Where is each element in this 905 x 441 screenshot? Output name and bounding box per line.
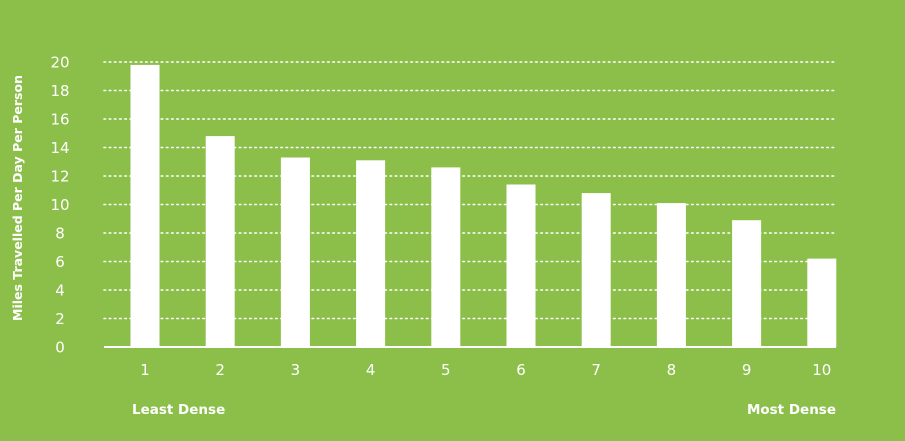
y-tick-label: 6 [55,253,65,271]
x-tick-label: 4 [366,361,376,379]
bar-9 [732,220,762,347]
bar-5 [431,167,461,347]
y-tick-labels: 0 2 4 6 8 10 12 14 16 18 20 [50,54,69,357]
x-tick-label: 3 [291,361,301,379]
x-tick-label: 6 [516,361,526,379]
bars [130,64,837,348]
x-tick-label: 10 [812,361,831,379]
x-tick-label: 7 [591,361,601,379]
y-tick-label: 12 [50,168,69,186]
y-tick-label: 2 [55,310,65,328]
most-dense-label: Most Dense [747,402,836,418]
bar-7 [581,193,611,347]
x-tick-label: 5 [441,361,451,379]
x-tick-label: 1 [140,361,150,379]
x-tick-labels: 1 2 3 4 5 6 7 8 9 10 [140,361,831,379]
y-tick-label: 8 [55,225,65,243]
y-tick-label: 14 [50,139,69,157]
x-tick-label: 8 [667,361,677,379]
x-tick-label: 2 [215,361,225,379]
y-tick-label: 20 [50,54,69,72]
bar-1 [130,64,160,348]
y-tick-label: 18 [50,82,69,100]
bar-3 [280,157,310,347]
y-tick-label: 10 [50,196,69,214]
y-tick-label: 4 [55,282,65,300]
y-axis-label: Miles Travelled Per Day Per Person [10,75,25,321]
bar-4 [356,160,386,347]
least-dense-label: Least Dense [132,402,225,418]
bar-2 [205,136,235,347]
y-tick-label: 16 [50,111,69,129]
bar-10 [807,258,837,347]
bar-8 [656,203,686,347]
bar-6 [506,184,536,347]
x-tick-label: 9 [742,361,752,379]
y-tick-label: 0 [55,339,65,357]
